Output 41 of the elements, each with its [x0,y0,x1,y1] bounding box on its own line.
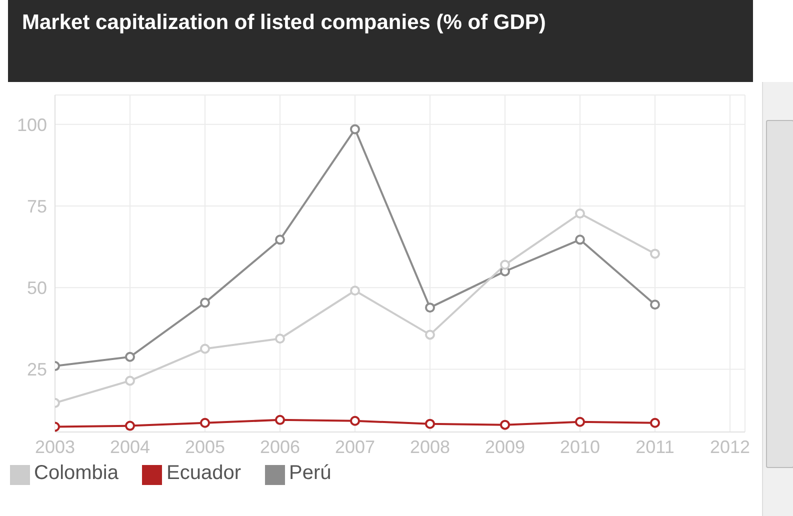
legend-label: Ecuador [166,462,241,484]
x-tick-label: 2004 [110,436,150,457]
point [650,248,660,259]
point [650,418,660,428]
x-tick-label: 2007 [334,436,376,457]
point [125,420,135,431]
y-tick-label: 50 [26,278,47,298]
point [425,418,435,429]
x-tick-label: 2012 [710,436,750,457]
x-tick-label: 2010 [560,436,600,457]
point [425,330,435,340]
y-tick-label: 75 [26,196,47,216]
point [500,420,510,430]
point [575,208,585,219]
x-tick-label: 2005 [184,436,226,457]
point [200,298,210,308]
y-tick-label: 100 [16,114,47,135]
point [275,234,285,245]
y-tick-label: 25 [26,360,47,380]
point [575,234,585,245]
point [350,286,360,296]
x-tick-label: 2009 [484,436,526,457]
point [125,352,135,362]
point [200,418,210,428]
point [275,414,285,425]
x-tick-label: 2006 [260,436,300,457]
x-tick-label: 2011 [636,436,674,457]
legend-label: Colombia [34,462,118,484]
point [125,376,135,386]
point [200,344,210,354]
point [425,302,435,313]
point [350,416,360,426]
point [350,124,360,134]
point [650,300,660,310]
x-tick-label: 2003 [34,436,76,457]
point [575,416,585,427]
point [500,260,510,270]
point [275,334,285,344]
x-tick-label: 2008 [410,436,450,457]
legend-label: Perú [288,462,332,484]
chart-title: Market capitalization of listed companies (% of GDP) [8,0,753,82]
